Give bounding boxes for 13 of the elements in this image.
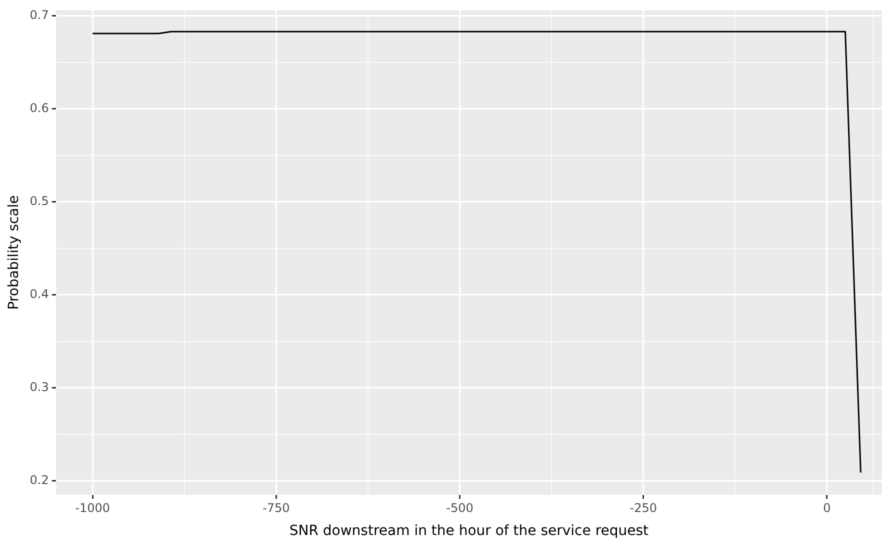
x-tick-label: -250 xyxy=(630,501,657,516)
y-tick-label: 0.6 xyxy=(30,100,49,115)
x-tick-label: -750 xyxy=(262,501,290,516)
y-tick-label: 0.4 xyxy=(30,286,49,301)
y-tick-label: 0.5 xyxy=(30,194,49,208)
x-tick-label: -1000 xyxy=(75,501,110,516)
x-axis-title: SNR downstream in the hour of the service request xyxy=(289,523,650,540)
y-tick-label: 0.7 xyxy=(30,8,49,22)
x-tick-label: -500 xyxy=(446,501,474,516)
y-tick-label: 0.3 xyxy=(30,380,49,394)
x-tick-label: 0 xyxy=(823,501,831,516)
y-tick-label: 0.2 xyxy=(30,472,49,487)
y-axis-title: Probability scale xyxy=(6,195,22,310)
